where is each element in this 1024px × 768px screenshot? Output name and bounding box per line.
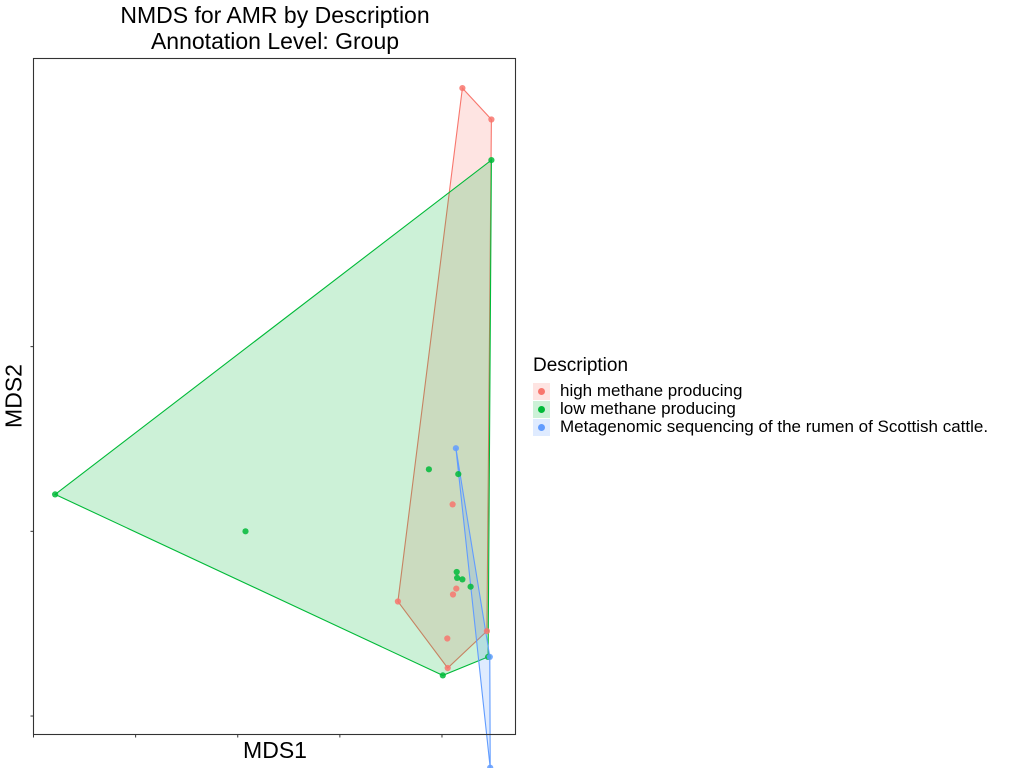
legend-item-0: high methane producing bbox=[533, 381, 988, 400]
legend-items: high methane producing low methane produc… bbox=[533, 381, 989, 436]
legend-label-0: high methane producing bbox=[560, 381, 743, 400]
point-series-1-0 bbox=[488, 157, 495, 164]
point-series-0-4 bbox=[453, 585, 460, 592]
point-series-1-5 bbox=[453, 568, 460, 576]
legend-key-2 bbox=[533, 418, 550, 436]
x-axis-label: MDS1 bbox=[243, 737, 307, 763]
point-series-1-1 bbox=[52, 491, 59, 498]
axis-ticks bbox=[30, 346, 443, 738]
point-series-1-7 bbox=[459, 576, 466, 583]
hull-series-1 bbox=[54, 158, 492, 677]
legend: Description high methane producing low me… bbox=[533, 355, 988, 436]
legend-label-2: Metagenomic sequencing of the rumen of S… bbox=[560, 417, 989, 436]
point-series-1-6 bbox=[454, 574, 461, 582]
legend-item-1: low methane producing bbox=[533, 399, 988, 418]
point-series-1-9 bbox=[439, 672, 446, 679]
point-series-0-0 bbox=[459, 85, 466, 92]
point-series-2-0 bbox=[452, 445, 459, 452]
point-series-0-7 bbox=[444, 664, 451, 672]
point-series-0-5 bbox=[449, 591, 457, 598]
hull-series-2 bbox=[455, 448, 491, 768]
legend-key-1 bbox=[533, 400, 550, 418]
point-series-0-1 bbox=[488, 116, 495, 123]
point-series-2-1 bbox=[486, 653, 493, 661]
legend-label-1: low methane producing bbox=[560, 399, 736, 418]
plot-panel-border bbox=[32, 57, 517, 736]
chart-title: NMDS for AMR by Description bbox=[120, 2, 430, 28]
legend-key-0 bbox=[533, 382, 550, 400]
convex-hulls bbox=[54, 86, 492, 768]
point-series-1-3 bbox=[425, 466, 432, 473]
point-series-0-2 bbox=[394, 598, 401, 605]
point-series-0-6 bbox=[444, 635, 451, 642]
legend-title: Description bbox=[533, 355, 629, 376]
y-axis-label: MDS2 bbox=[0, 364, 27, 428]
data-points bbox=[52, 85, 495, 768]
point-series-1-2 bbox=[242, 528, 249, 535]
legend-item-2: Metagenomic sequencing of the rumen of S… bbox=[533, 417, 989, 436]
point-series-0-8 bbox=[483, 628, 490, 635]
point-series-1-4 bbox=[455, 471, 462, 478]
point-series-1-8 bbox=[467, 583, 474, 590]
chart-subtitle: Annotation Level: Group bbox=[150, 28, 400, 54]
point-series-2-2 bbox=[487, 764, 494, 768]
point-series-0-3 bbox=[449, 501, 456, 508]
